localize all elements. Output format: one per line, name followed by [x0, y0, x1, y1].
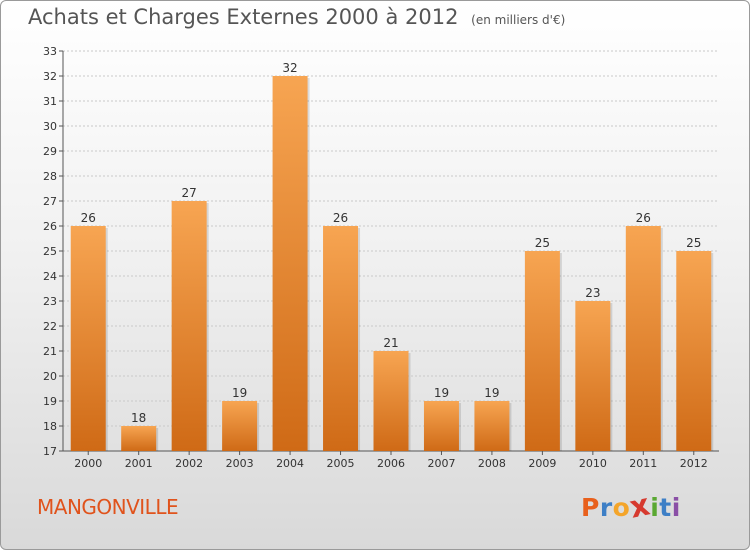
y-tick-label: 31	[43, 95, 57, 108]
y-tick-label: 19	[43, 395, 57, 408]
x-tick-label: 2002	[175, 457, 203, 470]
bar-value-label: 32	[282, 61, 297, 75]
y-tick-label: 29	[43, 145, 57, 158]
y-tick-label: 25	[43, 245, 57, 258]
x-tick-label: 2004	[276, 457, 304, 470]
x-tick-label: 2000	[74, 457, 102, 470]
bar	[373, 351, 409, 451]
chart-subtitle: (en milliers d'€)	[471, 13, 566, 27]
x-tick-label: 2006	[377, 457, 405, 470]
bar-value-label: 27	[182, 186, 197, 200]
x-tick-label: 2012	[680, 457, 708, 470]
bar	[171, 201, 207, 451]
y-tick-label: 26	[43, 220, 57, 233]
bar	[70, 226, 106, 451]
y-tick-label: 28	[43, 170, 57, 183]
bar	[272, 76, 308, 451]
bar-value-label: 19	[232, 386, 247, 400]
y-tick-label: 30	[43, 120, 57, 133]
y-tick-label: 27	[43, 195, 57, 208]
bar-value-label: 26	[636, 211, 651, 225]
bar	[474, 401, 510, 451]
bar-value-label: 21	[383, 336, 398, 350]
logo-letter: i	[671, 493, 681, 522]
bar	[625, 226, 661, 451]
bar-value-label: 25	[686, 236, 701, 250]
chart-title: Achats et Charges Externes 2000 à 2012 (…	[28, 5, 565, 29]
bar	[222, 401, 258, 451]
y-tick-label: 33	[43, 45, 57, 58]
y-tick-label: 21	[43, 345, 57, 358]
y-tick-label: 24	[43, 270, 57, 283]
y-tick-label: 18	[43, 420, 57, 433]
y-tick-label: 32	[43, 70, 57, 83]
bar	[323, 226, 359, 451]
x-tick-label: 2001	[125, 457, 153, 470]
bar	[575, 301, 611, 451]
bar-value-label: 19	[434, 386, 449, 400]
y-tick-label: 22	[43, 320, 57, 333]
logo-letter: o	[612, 493, 631, 522]
x-tick-label: 2009	[528, 457, 556, 470]
x-tick-label: 2011	[629, 457, 657, 470]
bar-value-label: 26	[333, 211, 348, 225]
logo-letter: P	[581, 493, 600, 522]
y-tick-label: 23	[43, 295, 57, 308]
x-tick-label: 2008	[478, 457, 506, 470]
x-tick-label: 2003	[226, 457, 254, 470]
logo-letter: r	[599, 493, 613, 522]
y-tick-label: 17	[43, 445, 57, 458]
bar	[121, 426, 157, 451]
bar-value-label: 19	[484, 386, 499, 400]
x-tick-label: 2010	[579, 457, 607, 470]
bar-value-label: 25	[535, 236, 550, 250]
bar	[423, 401, 459, 451]
x-tick-label: 2005	[327, 457, 355, 470]
commune-name: MANGONVILLE	[37, 495, 179, 519]
x-tick-label: 2007	[427, 457, 455, 470]
bar	[524, 251, 560, 451]
proxiti-logo: Proxiti	[581, 487, 681, 525]
y-tick-label: 20	[43, 370, 57, 383]
bar-value-label: 18	[131, 411, 146, 425]
logo-letter: i	[650, 493, 660, 522]
bar	[676, 251, 712, 451]
bar-value-label: 26	[81, 211, 96, 225]
bar-value-label: 23	[585, 286, 600, 300]
logo-letter: t	[659, 493, 672, 522]
chart-title-text: Achats et Charges Externes 2000 à 2012	[28, 5, 459, 29]
